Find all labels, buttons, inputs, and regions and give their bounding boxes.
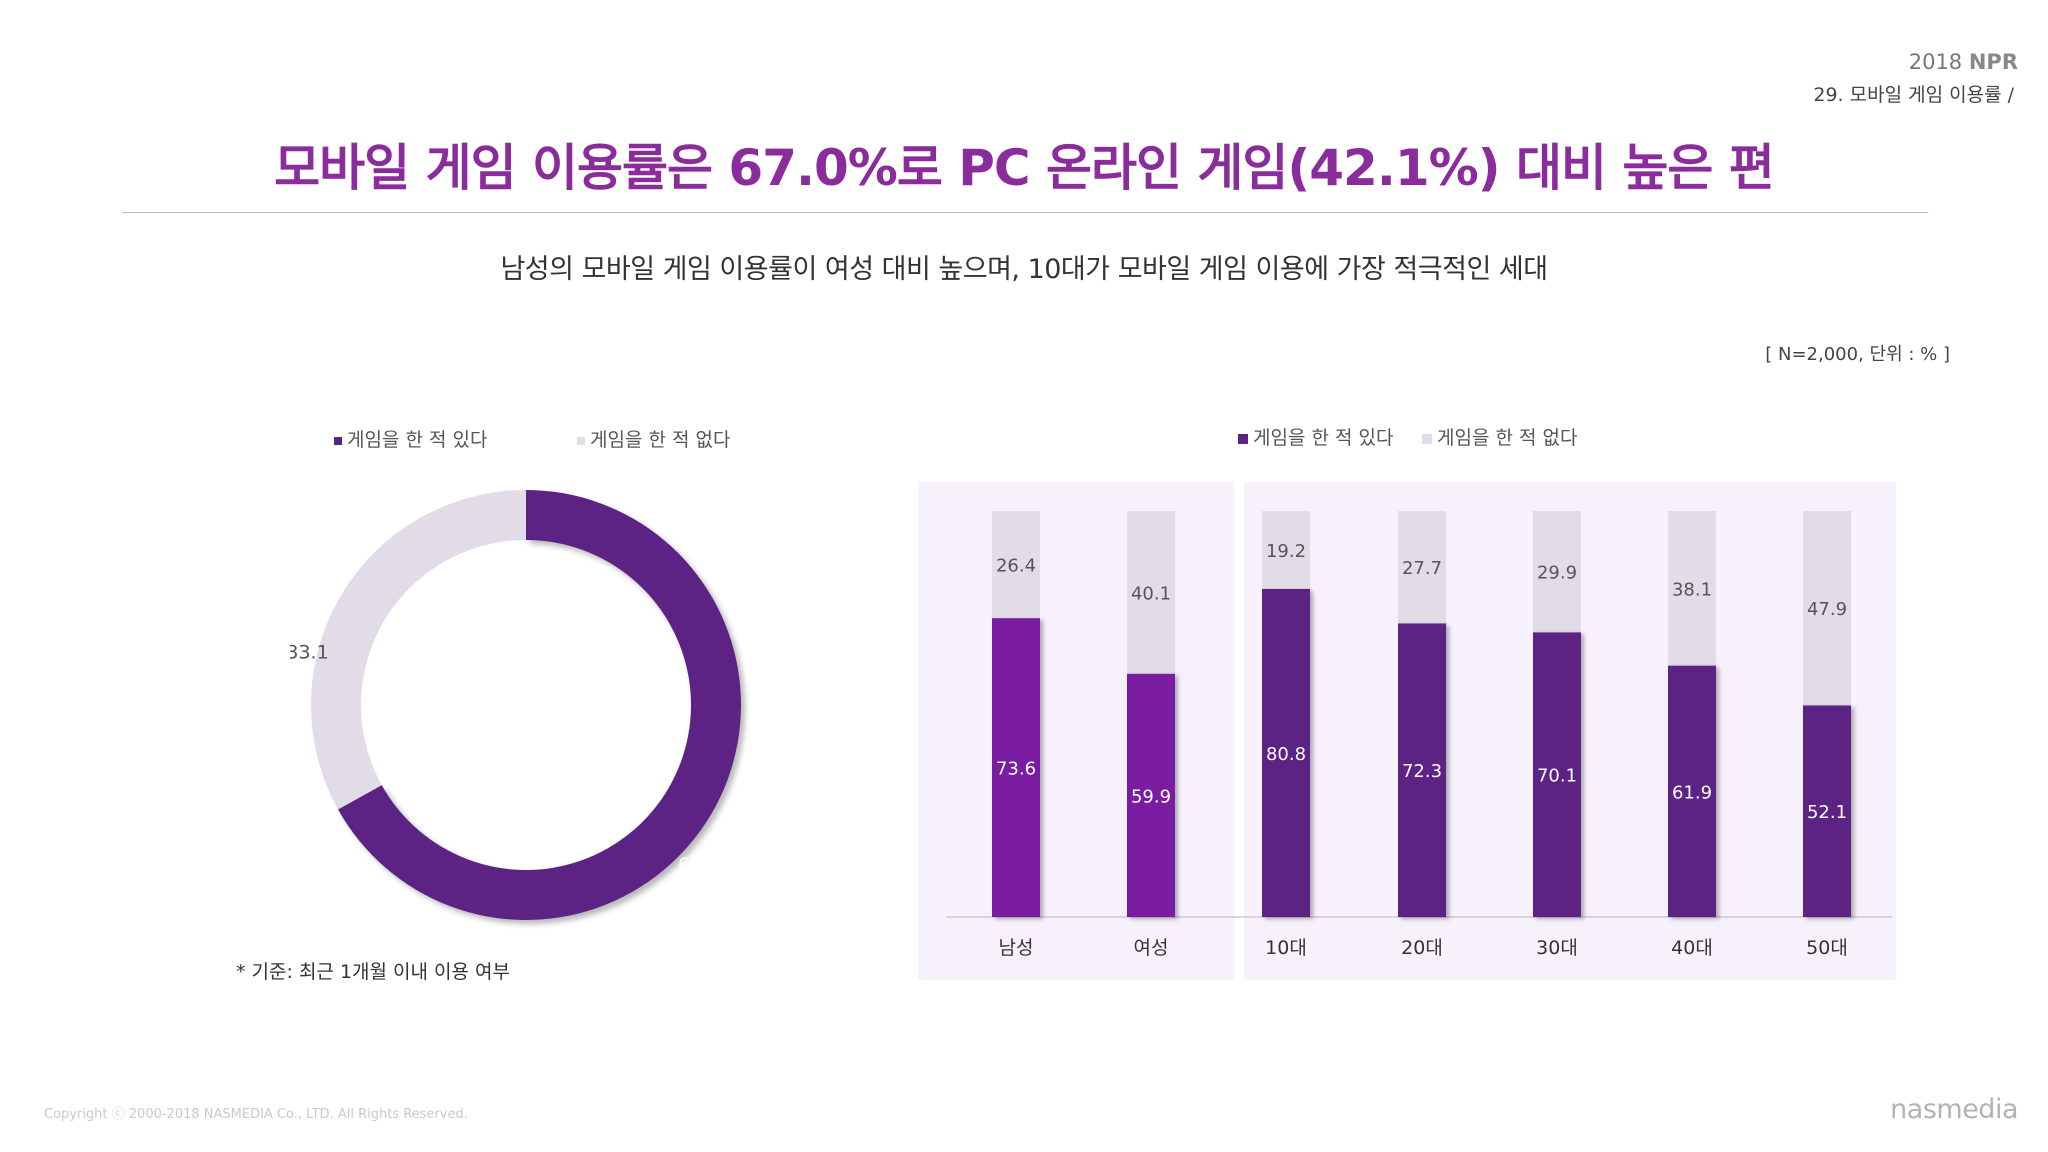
category-label: 10대 xyxy=(1265,937,1307,959)
bar-label-not-played: 47.9 xyxy=(1807,599,1847,620)
copyright: Copyright ⓒ 2000-2018 NASMEDIA Co., LTD.… xyxy=(44,1107,468,1122)
bar-not-played-7 xyxy=(1803,511,1851,706)
bar-played-3 xyxy=(1262,588,1310,917)
bar-legend-played: 게임을 한 적 있다 xyxy=(1238,423,1393,450)
bar-label-played: 61.9 xyxy=(1672,782,1712,803)
bar-played-1 xyxy=(992,618,1040,917)
legend-label: 게임을 한 적 있다 xyxy=(347,429,488,451)
category-label: 40대 xyxy=(1671,937,1713,959)
year-text: 2018 xyxy=(1908,50,1963,74)
legend-swatch-not-played xyxy=(577,436,585,445)
bar-label-not-played: 40.1 xyxy=(1131,583,1171,604)
bar-label-not-played: 38.1 xyxy=(1672,579,1712,600)
report-year: 2018 NPR xyxy=(1909,50,2018,74)
donut-legend-not-played: 게임을 한 적 없다 xyxy=(577,425,730,452)
bar-label-played: 52.1 xyxy=(1807,802,1847,823)
bar-not-played-5 xyxy=(1533,511,1581,633)
stacked-bar-chart: 26.4 73.6 남성 40.1 59.9 여성 19.2 80.8 10대 27.7 72.3 2… xyxy=(946,511,1892,959)
bar-label-played: 70.1 xyxy=(1537,766,1577,787)
donut-legend-played: 게임을 한 적 있다 xyxy=(334,425,487,452)
legend-swatch-not-played xyxy=(1422,433,1432,444)
bar-not-played-4 xyxy=(1398,511,1446,624)
bar-played-2 xyxy=(1127,673,1175,917)
category-label: 50대 xyxy=(1806,937,1848,959)
legend-label: 게임을 한 적 있다 xyxy=(1253,427,1394,449)
bar-legend-not-played: 게임을 한 적 없다 xyxy=(1422,423,1577,450)
donut-label-played: 67.0 xyxy=(678,854,720,876)
bar-label-not-played: 19.2 xyxy=(1266,541,1306,562)
page-title: 모바일 게임 이용률은 67.0%로 PC 온라인 게임(42.1%) 대비 높… xyxy=(274,139,1775,197)
report-brand: NPR xyxy=(1968,50,2018,74)
sample-note: [ N=2,000, 단위 : % ] xyxy=(1765,344,1950,365)
bar-label-played: 72.3 xyxy=(1402,761,1442,782)
bar-played-6 xyxy=(1668,665,1716,917)
section-label: 29. 모바일 게임 이용률 / xyxy=(1813,84,2014,106)
donut-chart: 67.0 33.1 xyxy=(290,490,742,920)
bar-not-played-6 xyxy=(1668,511,1716,666)
category-label: 30대 xyxy=(1536,937,1578,959)
bar-label-played: 73.6 xyxy=(996,759,1036,780)
bar-label-not-played: 26.4 xyxy=(996,556,1036,577)
legend-label: 게임을 한 적 없다 xyxy=(590,429,731,451)
gender-panel xyxy=(918,482,1234,980)
bar-played-4 xyxy=(1398,623,1446,917)
bar-played-5 xyxy=(1533,632,1581,917)
page-subtitle: 남성의 모바일 게임 이용률이 여성 대비 높으며, 10대가 모바일 게임 이… xyxy=(500,254,1548,285)
bar-label-played: 59.9 xyxy=(1131,786,1171,807)
legend-label: 게임을 한 적 없다 xyxy=(1437,427,1578,449)
legend-swatch-played xyxy=(334,436,342,445)
category-label: 남성 xyxy=(999,937,1034,959)
footnote: * 기준: 최근 1개월 이내 이용 여부 xyxy=(236,961,510,983)
bar-not-played-2 xyxy=(1127,511,1175,674)
bar-not-played-3 xyxy=(1262,511,1310,589)
nasmedia-logo: nasmedia xyxy=(1890,1094,2018,1125)
bar-not-played-1 xyxy=(992,511,1040,619)
title-divider xyxy=(122,212,1928,213)
bar-played-7 xyxy=(1803,705,1851,917)
legend-swatch-played xyxy=(1238,433,1248,444)
donut-slice-not-played xyxy=(311,490,526,810)
category-label: 여성 xyxy=(1134,937,1169,959)
bar-label-played: 80.8 xyxy=(1266,744,1306,765)
bar-label-not-played: 27.7 xyxy=(1402,558,1442,579)
donut-label-not-played: 33.1 xyxy=(290,641,329,663)
bar-label-not-played: 29.9 xyxy=(1537,563,1577,584)
category-label: 20대 xyxy=(1401,937,1443,959)
